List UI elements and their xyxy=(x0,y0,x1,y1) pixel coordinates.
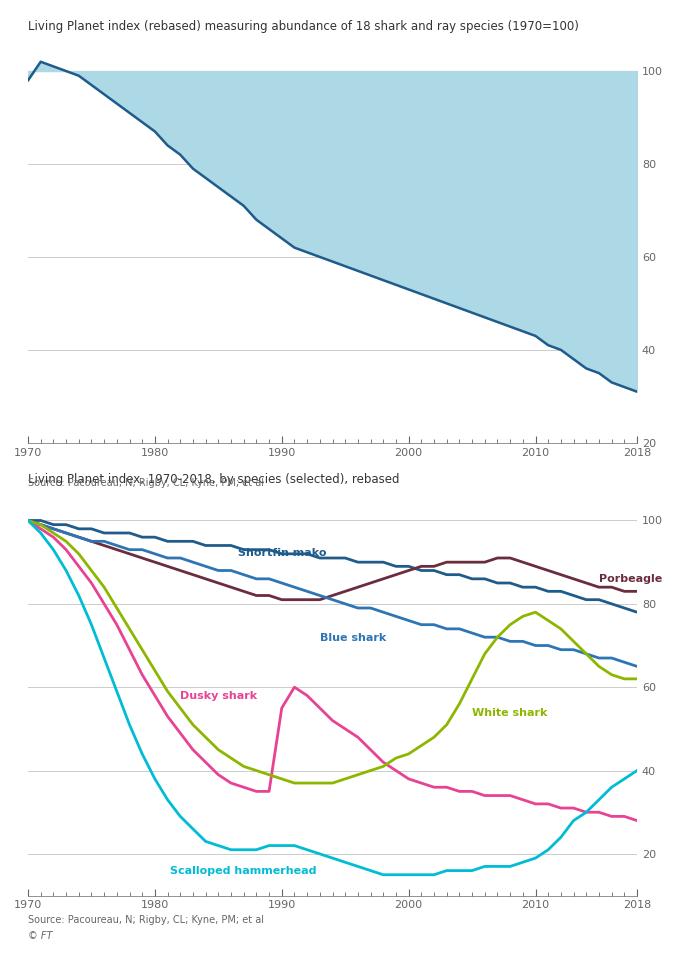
Text: Source: Pacoureau, N; Rigby, CL; Kyne, PM; et al: Source: Pacoureau, N; Rigby, CL; Kyne, P… xyxy=(28,479,264,488)
Text: © FT: © FT xyxy=(28,931,52,941)
Text: Dusky shark: Dusky shark xyxy=(181,690,258,700)
Text: Blue shark: Blue shark xyxy=(320,633,386,643)
Text: Living Planet index, 1970-2018, by species (selected), rebased: Living Planet index, 1970-2018, by speci… xyxy=(28,473,400,486)
Text: Scalloped hammerhead: Scalloped hammerhead xyxy=(170,867,317,876)
Text: Source: Pacoureau, N; Rigby, CL; Kyne, PM; et al: Source: Pacoureau, N; Rigby, CL; Kyne, P… xyxy=(28,915,264,924)
Text: White shark: White shark xyxy=(472,708,547,718)
Text: Shortfin mako: Shortfin mako xyxy=(237,548,326,558)
Text: Porbeagle: Porbeagle xyxy=(599,574,662,584)
Text: Living Planet index (rebased) measuring abundance of 18 shark and ray species (1: Living Planet index (rebased) measuring … xyxy=(28,20,579,33)
